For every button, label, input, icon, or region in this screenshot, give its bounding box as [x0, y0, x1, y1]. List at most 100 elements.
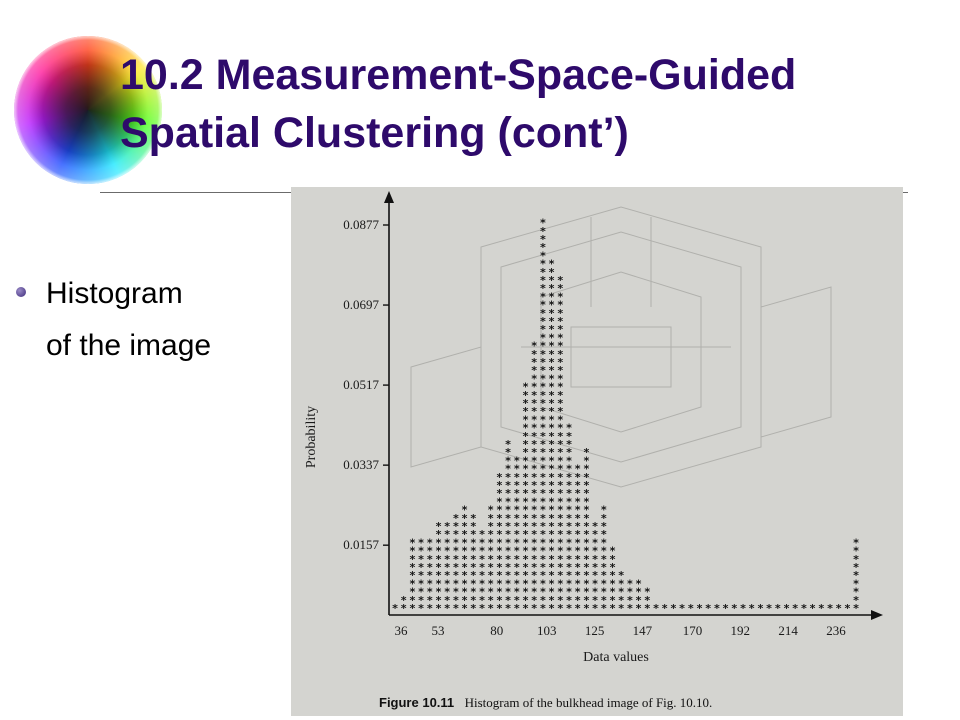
- bar-asterisk: *: [557, 602, 564, 615]
- bar-asterisk: *: [540, 528, 547, 541]
- bar-asterisk: *: [513, 602, 520, 615]
- bar-asterisk: *: [418, 553, 425, 566]
- histogram-bar: *: [774, 602, 781, 615]
- bar-asterisk: *: [470, 569, 477, 582]
- bar-asterisk: *: [505, 463, 512, 476]
- bar-asterisk: *: [540, 553, 547, 566]
- bar-asterisk: *: [540, 536, 547, 549]
- bar-asterisk: *: [566, 495, 573, 508]
- bar-asterisk: *: [557, 487, 564, 500]
- bar-asterisk: *: [531, 381, 538, 394]
- bar-asterisk: *: [522, 528, 529, 541]
- bar-asterisk: *: [496, 495, 503, 508]
- bar-asterisk: *: [487, 528, 494, 541]
- bar-asterisk: *: [548, 553, 555, 566]
- bar-asterisk: *: [531, 495, 538, 508]
- bar-asterisk: *: [531, 594, 538, 607]
- bar-asterisk: *: [505, 561, 512, 574]
- bar-asterisk: *: [557, 504, 564, 517]
- bar-asterisk: *: [531, 545, 538, 558]
- bar-asterisk: *: [444, 520, 451, 533]
- bar-asterisk: *: [592, 594, 599, 607]
- bar-asterisk: *: [574, 569, 581, 582]
- bar-asterisk: *: [583, 602, 590, 615]
- bar-asterisk: *: [566, 577, 573, 590]
- bar-asterisk: *: [557, 553, 564, 566]
- bar-asterisk: *: [409, 602, 416, 615]
- bar-asterisk: *: [496, 504, 503, 517]
- histogram-bar: *: [722, 602, 729, 615]
- histogram-bar: *: [714, 602, 721, 615]
- histogram-bar: *: [653, 602, 660, 615]
- bar-asterisk: *: [583, 446, 590, 459]
- bar-asterisk: *: [540, 233, 547, 246]
- bar-asterisk: *: [470, 553, 477, 566]
- y-axis-title: Probability: [304, 406, 319, 468]
- histogram-bar: *: [766, 602, 773, 615]
- bar-asterisk: *: [487, 602, 494, 615]
- bar-asterisk: *: [540, 438, 547, 451]
- slide-title: 10.2 Measurement-Space-Guided Spatial Cl…: [120, 46, 950, 162]
- histogram-bar: *: [748, 602, 755, 615]
- bar-asterisk: *: [444, 561, 451, 574]
- bar-asterisk: *: [618, 602, 625, 615]
- bar-asterisk: *: [505, 504, 512, 517]
- bar-asterisk: *: [531, 397, 538, 410]
- bar-asterisk: *: [557, 520, 564, 533]
- bar-asterisk: *: [548, 602, 555, 615]
- bar-asterisk: *: [566, 454, 573, 467]
- bar-asterisk: *: [557, 372, 564, 385]
- bar-asterisk: *: [470, 545, 477, 558]
- bar-asterisk: *: [583, 520, 590, 533]
- bar-asterisk: *: [505, 536, 512, 549]
- bar-asterisk: *: [505, 495, 512, 508]
- bar-asterisk: *: [557, 315, 564, 328]
- bar-asterisk: *: [487, 594, 494, 607]
- bar-asterisk: *: [583, 454, 590, 467]
- bar-asterisk: *: [548, 290, 555, 303]
- histogram-bar: *: [740, 602, 747, 615]
- bar-asterisk: *: [609, 602, 616, 615]
- bar-asterisk: *: [531, 569, 538, 582]
- bar-asterisk: *: [557, 430, 564, 443]
- histogram-bar: ***********************: [566, 422, 573, 615]
- bar-asterisk: *: [496, 561, 503, 574]
- bar-asterisk: *: [470, 561, 477, 574]
- bar-asterisk: *: [505, 528, 512, 541]
- bar-asterisk: *: [548, 340, 555, 353]
- bar-asterisk: *: [496, 602, 503, 615]
- bar-asterisk: *: [548, 348, 555, 361]
- bar-asterisk: *: [792, 602, 799, 615]
- bar-asterisk: *: [548, 282, 555, 295]
- bar-asterisk: *: [574, 520, 581, 533]
- bar-asterisk: *: [531, 364, 538, 377]
- bar-asterisk: *: [574, 545, 581, 558]
- bar-asterisk: *: [435, 561, 442, 574]
- logo-fade: [14, 36, 162, 184]
- histogram-bar: *: [835, 602, 842, 615]
- bar-asterisk: *: [531, 438, 538, 451]
- bar-asterisk: *: [531, 422, 538, 435]
- bar-asterisk: *: [487, 545, 494, 558]
- bar-asterisk: *: [583, 586, 590, 599]
- bar-asterisk: *: [774, 602, 781, 615]
- bar-asterisk: *: [757, 602, 764, 615]
- bar-asterisk: *: [522, 471, 529, 484]
- bar-asterisk: *: [827, 602, 834, 615]
- x-tick-label: 36: [395, 623, 409, 638]
- bar-asterisk: *: [566, 528, 573, 541]
- bar-asterisk: *: [566, 438, 573, 451]
- bar-asterisk: *: [531, 577, 538, 590]
- bar-asterisk: *: [635, 586, 642, 599]
- bar-asterisk: *: [583, 471, 590, 484]
- bar-asterisk: *: [818, 602, 825, 615]
- bar-asterisk: *: [557, 422, 564, 435]
- bar-asterisk: *: [453, 602, 460, 615]
- bar-asterisk: *: [426, 561, 433, 574]
- x-ticks: 36 53 80 103 125 147 170 192 214 236: [395, 623, 847, 638]
- bar-asterisk: *: [540, 364, 547, 377]
- bar-asterisk: *: [496, 577, 503, 590]
- histogram-bar: *********: [409, 536, 416, 615]
- bar-asterisk: *: [548, 299, 555, 312]
- bar-asterisk: *: [513, 569, 520, 582]
